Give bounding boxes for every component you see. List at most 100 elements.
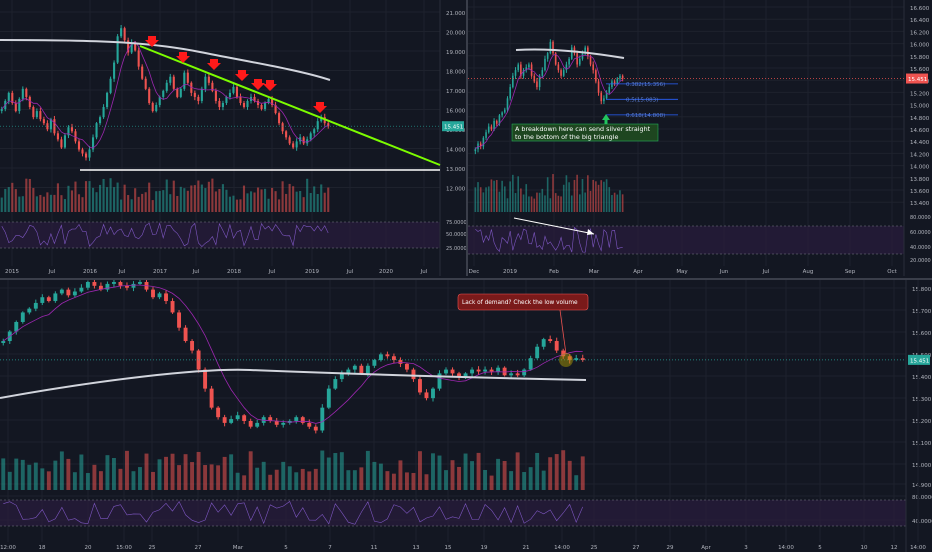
candle-body: [242, 415, 247, 421]
candle-body: [450, 369, 455, 374]
volume-bar: [285, 193, 288, 212]
volume-bar: [411, 472, 416, 490]
candle-body: [176, 88, 179, 97]
candle-body: [346, 369, 351, 374]
candle-body: [506, 98, 509, 110]
volume-bar: [7, 187, 10, 212]
x-tick-label: Feb: [549, 269, 559, 275]
annotation-text: A breakdown here can send silver straigh…: [515, 125, 651, 133]
volume-bar: [144, 453, 149, 490]
volume-bar: [239, 199, 242, 212]
volume-bar: [378, 463, 383, 490]
candle-body: [267, 98, 270, 103]
bottom-chart-panel[interactable]: 15.80015.70015.60015.50015.40015.30015.2…: [0, 278, 932, 552]
candle-body: [431, 388, 435, 399]
candle-body: [561, 350, 566, 357]
callout-pointer: [559, 309, 567, 355]
y-tick-label: 20.000: [446, 31, 466, 37]
candle-body: [306, 139, 309, 144]
volume-bar: [207, 181, 210, 212]
volume-bar: [123, 184, 126, 212]
candle-body: [320, 407, 325, 431]
candle-body: [20, 312, 25, 322]
candle-body: [579, 58, 581, 65]
candle-body: [528, 64, 530, 68]
x-tick-label: 15: [445, 545, 452, 551]
candle-body: [46, 297, 51, 302]
candle-body: [411, 369, 416, 380]
candle-body: [148, 88, 151, 103]
volume-bar: [105, 455, 110, 490]
candle-body: [225, 96, 228, 103]
volume-bar: [264, 188, 267, 212]
annotation-box: [511, 123, 659, 142]
y-tick-label: 15.300: [912, 397, 932, 403]
volume-bar: [365, 450, 370, 490]
bottom-chart[interactable]: 15.80015.70015.60015.50015.40015.30015.2…: [0, 280, 932, 552]
volume-bar: [568, 182, 570, 212]
candle-body: [479, 143, 482, 147]
x-tick-label: 25: [149, 545, 156, 551]
y-tick-label: 13.800: [910, 177, 930, 183]
x-tick-label: 27: [195, 545, 202, 551]
top-right-chart[interactable]: 16.600 16.400 16.200 16.000 15.800 15.600 15.4…: [468, 0, 932, 276]
candle-body: [67, 127, 70, 136]
volume-bar: [398, 460, 403, 490]
sell-arrow-icon: [263, 80, 277, 91]
x-tick-label: 5: [284, 545, 288, 551]
candle-body: [91, 137, 95, 150]
volume-bar: [183, 454, 188, 490]
candle-body: [487, 126, 490, 133]
candle-body: [228, 92, 231, 97]
candle-body: [418, 379, 422, 393]
price-tag-label: 15.451: [910, 358, 929, 364]
main-chart[interactable]: 21.00020.00019.00018.00017.00016.00015.0…: [0, 0, 466, 276]
volume-bar: [281, 181, 284, 212]
candle-body: [239, 96, 242, 103]
y-tick-label: 15.200: [912, 419, 932, 425]
volume-bar: [346, 470, 351, 490]
y-tick-label: 14.000: [910, 165, 930, 171]
volume-bar: [235, 199, 239, 212]
candle-body: [111, 282, 116, 284]
volume-bar: [72, 472, 77, 490]
y-tick-label: 14.000: [446, 148, 466, 154]
candle-body: [138, 282, 142, 284]
candle-body: [207, 76, 210, 83]
volume-bar: [85, 473, 90, 490]
volume-bar: [616, 194, 619, 212]
volume-bar: [242, 185, 246, 212]
candle-body: [125, 285, 129, 288]
candle-body: [59, 289, 64, 294]
volume-bar: [255, 467, 260, 490]
volume-bar: [307, 471, 312, 490]
main-chart-panel[interactable]: 21.00020.00019.00018.00017.00016.00015.0…: [0, 0, 468, 276]
volume-bar: [77, 194, 81, 212]
candle-body: [595, 70, 597, 82]
candle-body: [584, 47, 586, 54]
volume-bar: [339, 452, 344, 490]
candle-body: [203, 369, 208, 389]
y-tick-label: 15.000: [912, 463, 932, 469]
rsi-line: [3, 501, 583, 525]
candle-body: [183, 327, 188, 342]
candle-body: [190, 82, 193, 93]
ma-long-line: [515, 48, 625, 59]
volume-bar: [287, 466, 292, 490]
candle-body: [608, 87, 611, 93]
candle-body: [18, 98, 21, 112]
top-right-chart-panel[interactable]: 16.600 16.400 16.200 16.000 15.800 15.600 15.4…: [468, 0, 932, 276]
volume-bar: [169, 194, 172, 212]
volume-bar: [193, 185, 196, 212]
x-tick-label: 2015: [5, 269, 19, 275]
volume-bar: [28, 178, 31, 212]
candle-body: [327, 123, 330, 127]
candle-body: [21, 88, 24, 99]
volume-bar: [138, 467, 142, 490]
candle-body: [268, 417, 273, 421]
candle-body: [339, 373, 344, 380]
candle-body: [300, 417, 305, 423]
volume-bar: [489, 475, 494, 490]
candle-body: [164, 293, 168, 302]
volume-bar: [235, 472, 240, 490]
